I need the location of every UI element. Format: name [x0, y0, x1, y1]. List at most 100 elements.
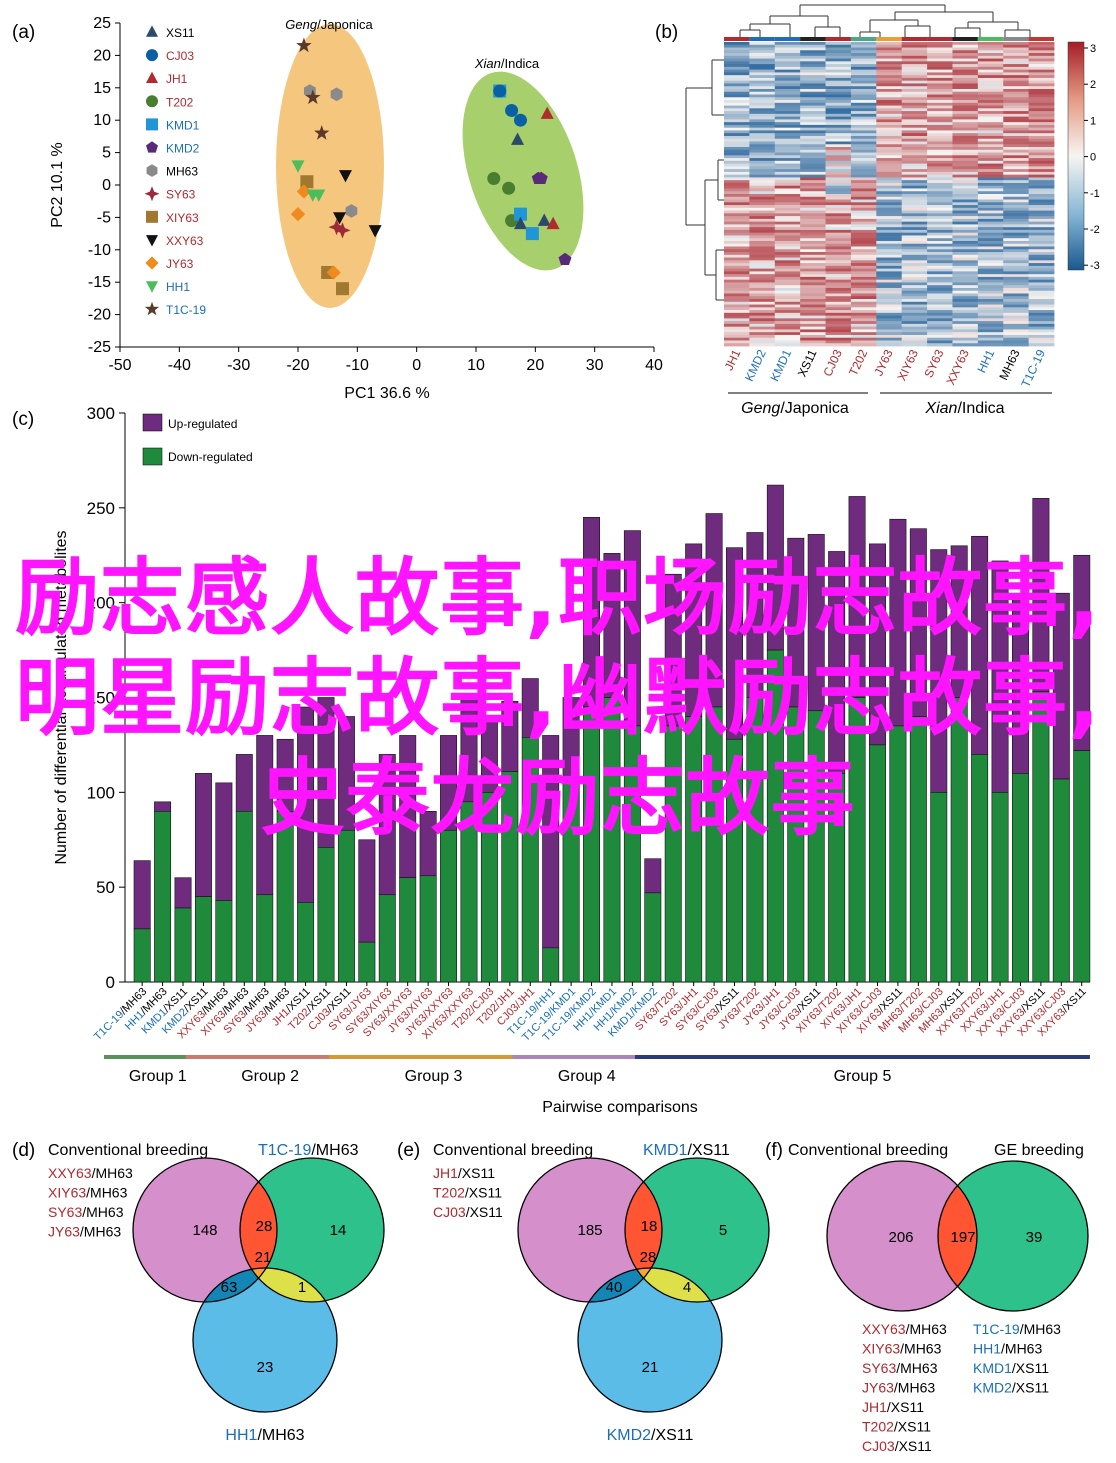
y-axis-title: Number of differential accumulated metab…: [53, 530, 70, 864]
heatmap-cell: [800, 334, 826, 339]
heatmap-cell: [977, 265, 1004, 270]
heatmap-cell: [1028, 182, 1055, 187]
bar-down-regulated: [848, 697, 866, 983]
legend-marker-cj03: [146, 49, 158, 62]
heatmap-cell: [774, 290, 801, 294]
heatmap-cell: [774, 55, 801, 59]
heatmap-cell: [876, 337, 903, 341]
heatmap-cell: [901, 224, 928, 228]
heatmap-cell: [876, 47, 903, 51]
row-dendrogram: [685, 59, 724, 301]
heatmap-cell: [876, 304, 903, 308]
heatmap-cell: [977, 337, 1004, 341]
bar-down-regulated: [746, 697, 764, 983]
heatmap-cell: [850, 301, 877, 305]
heatmap-geng-label-part: Geng: [741, 400, 780, 417]
venn-pair-label: XIY63/MH63: [48, 1185, 128, 1201]
heatmap-cell: [749, 229, 776, 234]
heatmap-cell: [977, 44, 1004, 48]
data-point-cj03: [505, 103, 519, 117]
heatmap-cell: [876, 213, 903, 217]
heatmap-cell: [774, 210, 801, 214]
heatmap-cell: [901, 47, 928, 51]
venn-outline: [192, 1267, 338, 1413]
column-color-bar: [876, 37, 902, 41]
heatmap-cell: [850, 55, 877, 59]
heatmap-column-label-jh1: JH1: [722, 347, 744, 373]
heatmap-cell: [927, 113, 953, 118]
heatmap-cell: [749, 282, 776, 286]
heatmap-cell: [850, 149, 877, 153]
heatmap-cell: [850, 202, 877, 206]
heatmap-cell: [774, 188, 801, 192]
heatmap-cell: [901, 180, 928, 184]
bar-up-regulated: [828, 551, 846, 774]
legend-label-mh63: MH63: [166, 165, 198, 179]
y-tick-label: 0: [102, 177, 111, 194]
venn-set-c: [578, 1268, 722, 1412]
heatmap-cell: [1028, 58, 1055, 62]
heatmap-cell: [724, 218, 750, 223]
heatmap-cell: [977, 210, 1004, 214]
heatmap-cell: [901, 254, 928, 258]
heatmap-cell: [977, 180, 1004, 184]
heatmap-cell: [850, 182, 877, 187]
heatmap-cell: [800, 182, 826, 187]
heatmap-cell: [774, 254, 801, 258]
heatmap-column-label-cj03: CJ03: [820, 347, 845, 379]
heatmap-cell: [901, 293, 928, 297]
heatmap-cell: [977, 238, 1004, 242]
heatmap-cell: [1028, 86, 1055, 90]
heatmap-cell: [749, 326, 776, 330]
heatmap-cell: [825, 268, 852, 272]
heatmap-cell: [901, 312, 928, 316]
heatmap-cell: [774, 332, 801, 336]
venn-pair-label: JH1/XS11: [433, 1165, 495, 1181]
heatmap-cell: [901, 299, 928, 303]
bar-up-regulated: [542, 735, 560, 949]
heatmap-cell: [825, 257, 852, 261]
legend-marker-xxy63: [146, 235, 158, 247]
bar-down-regulated: [685, 716, 703, 983]
heatmap-cell: [977, 205, 1004, 209]
heatmap-cell: [977, 227, 1004, 231]
heatmap-cell: [850, 77, 877, 82]
venn-pair-label: JY63/MH63: [862, 1380, 935, 1396]
heatmap-cell: [774, 326, 801, 330]
heatmap-cell: [800, 235, 826, 239]
heatmap-cell: [1003, 69, 1030, 73]
venn-count-c: 23: [257, 1359, 274, 1376]
heatmap-cell: [774, 53, 801, 57]
venn-pair-label-part: KMD1: [973, 1360, 1012, 1376]
heatmap-cell: [901, 102, 928, 106]
heatmap-cell: [927, 207, 953, 211]
heatmap-cell: [977, 246, 1004, 250]
heatmap-cell: [876, 66, 903, 71]
bar-down-regulated: [930, 792, 948, 983]
heatmap-cell: [724, 42, 750, 46]
data-point-xs11: [511, 132, 525, 145]
heatmap-cell: [876, 177, 903, 181]
heatmap-cell: [800, 80, 826, 84]
venn-set-b: [938, 1161, 1088, 1311]
heatmap-cell: [800, 232, 826, 236]
heatmap-cell: [774, 301, 801, 305]
heatmap-cell: [1028, 326, 1055, 330]
heatmap-cell: [749, 210, 776, 214]
heatmap-cell: [927, 44, 953, 48]
heatmap-cell: [1028, 205, 1055, 209]
heatmap-cell: [901, 80, 928, 84]
heatmap-cell: [724, 337, 750, 341]
heatmap-cell: [749, 100, 776, 104]
y-tick-label: 100: [87, 783, 115, 802]
heatmap-cell: [774, 196, 801, 200]
heatmap-cell: [749, 72, 776, 76]
heatmap-cell: [952, 113, 979, 118]
heatmap-cell: [774, 199, 801, 203]
heatmap-cell: [825, 53, 852, 57]
heatmap-cell: [749, 191, 776, 195]
heatmap-cell: [977, 58, 1004, 62]
heatmap-cell: [1028, 343, 1055, 347]
heatmap-cell: [774, 119, 801, 123]
